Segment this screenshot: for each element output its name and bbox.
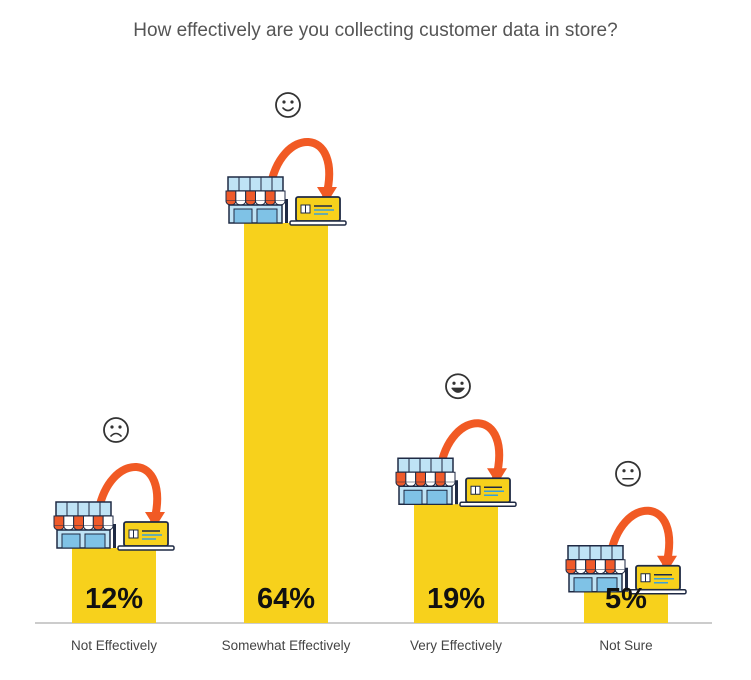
laptop-icon xyxy=(629,564,687,595)
chart-title: How effectively are you collecting custo… xyxy=(133,20,618,41)
value-label: 12% xyxy=(85,583,143,615)
bar xyxy=(414,504,498,623)
transfer-arrow-icon xyxy=(266,138,334,201)
store-icon xyxy=(565,545,628,593)
bar xyxy=(244,223,328,623)
frowning-face-icon xyxy=(103,417,129,443)
category-label: Not Effectively xyxy=(71,638,157,653)
transfer-arrow-icon xyxy=(94,463,162,526)
laptop-icon xyxy=(289,196,347,226)
arrow-head-icon xyxy=(487,468,507,485)
category-label: Not Sure xyxy=(599,638,652,653)
value-label: 19% xyxy=(427,583,485,615)
arrow-head-icon xyxy=(145,512,165,528)
arrow-head-icon xyxy=(317,187,337,203)
store-icon xyxy=(225,176,288,224)
bar xyxy=(584,591,668,623)
bar xyxy=(72,548,156,623)
grinning-face-icon xyxy=(445,373,471,400)
bar-group xyxy=(395,419,517,623)
transfer-arrow-icon xyxy=(606,506,674,570)
bar-group xyxy=(225,138,347,623)
category-label: Somewhat Effectively xyxy=(222,638,351,653)
value-label: 64% xyxy=(257,583,315,615)
laptop-icon xyxy=(459,477,517,507)
neutral-face-icon xyxy=(615,460,641,487)
store-icon xyxy=(53,501,116,549)
arrow-head-icon xyxy=(657,555,677,572)
value-label: 5% xyxy=(605,583,647,615)
bar-group xyxy=(53,463,175,623)
transfer-arrow-icon xyxy=(436,419,504,483)
category-label: Very Effectively xyxy=(410,638,502,653)
store-icon xyxy=(395,457,458,505)
laptop-icon xyxy=(117,521,175,551)
bar-group xyxy=(565,506,687,623)
slightly-smiling-face-icon xyxy=(275,92,301,118)
